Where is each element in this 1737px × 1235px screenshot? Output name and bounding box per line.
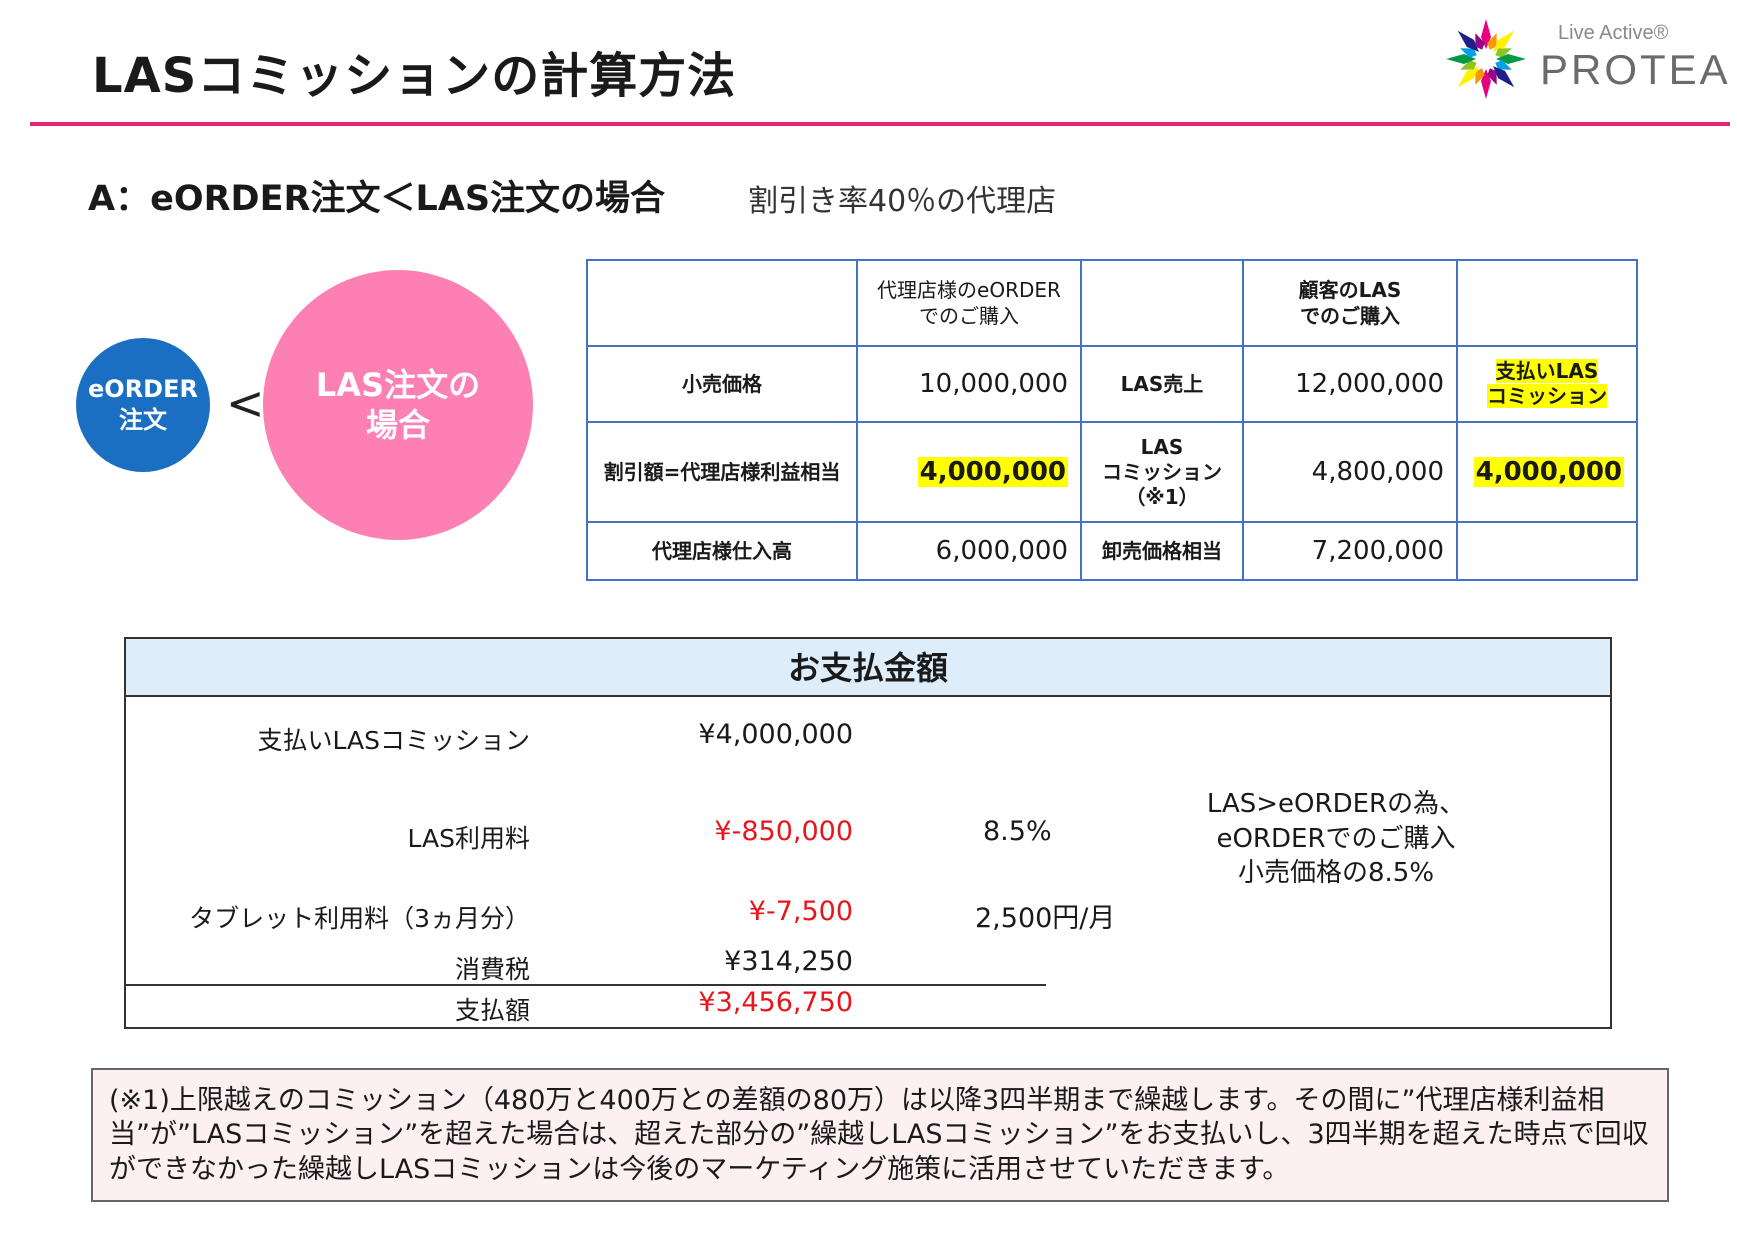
payment-rate: 2,500円/月	[975, 903, 1116, 934]
eorder-value: 6,000,000	[856, 521, 1082, 581]
table-row: 割引額=代理店様利益相当 4,000,000 LAS コミッション （※1） 4…	[586, 421, 1638, 523]
logo-wordmark: PROTEA	[1540, 46, 1731, 93]
page-title: LASコミッションの計算方法	[92, 48, 737, 104]
logo-petal	[1475, 33, 1485, 50]
las-value: 12,000,000	[1242, 345, 1458, 423]
payment-label: タブレット利用料（3ヵ月分）	[189, 904, 530, 933]
payment-label: 支払いLASコミッション	[257, 726, 530, 755]
paid-commission-label: 支払いLAS コミッション	[1487, 359, 1607, 408]
paid-commission-value: 4,000,000	[1473, 457, 1624, 487]
payment-label: 消費税	[454, 955, 530, 984]
empty-cell	[1456, 521, 1638, 581]
payment-summary-box: お支払金額 支払いLASコミッション ¥4,000,000 LAS利用料 ¥-8…	[124, 637, 1612, 1029]
paid-commission-cell: 4,000,000	[1456, 421, 1638, 523]
row-label: 割引額=代理店様利益相当	[586, 421, 858, 523]
logo-petal	[1487, 68, 1497, 85]
eorder-value-cell: 4,000,000	[856, 421, 1082, 523]
payment-value: ¥4,000,000	[698, 719, 853, 750]
payment-value: ¥314,250	[724, 946, 853, 977]
header-eorder: 代理店様のeORDER でのご購入	[856, 259, 1082, 347]
eorder-value: 10,000,000	[856, 345, 1082, 423]
logo-petal	[1475, 68, 1485, 85]
las-value: 4,800,000	[1242, 421, 1458, 523]
logo-petal	[1495, 60, 1512, 70]
las-label: LAS コミッション （※1）	[1080, 421, 1244, 523]
las-fee-note: LAS>eORDERの為、 eORDERでのご購入 小売価格の8.5%	[1206, 789, 1466, 889]
payment-title: お支払金額	[126, 639, 1610, 697]
logo-petal	[1481, 19, 1491, 49]
logo-petal	[1457, 30, 1479, 52]
las-label: 卸売価格相当	[1080, 521, 1244, 581]
logo-petal	[1493, 30, 1515, 52]
logo-petal	[1495, 48, 1512, 58]
eorder-value: 4,000,000	[917, 457, 1068, 487]
las-label: LAS売上	[1080, 345, 1244, 423]
header-cell	[586, 259, 858, 347]
table-row: 小売価格 10,000,000 LAS売上 12,000,000 支払いLAS …	[586, 345, 1638, 423]
payment-value: ¥-7,500	[748, 896, 853, 927]
protea-logo: Live Active® PROTEA	[1440, 14, 1728, 104]
logo-petal	[1446, 54, 1476, 64]
logo-petal	[1493, 66, 1515, 88]
payment-value: ¥-850,000	[714, 816, 853, 847]
payment-label: 支払額	[454, 996, 530, 1025]
logo-petal	[1481, 69, 1491, 99]
eorder-circle: eORDER 注文	[76, 338, 210, 472]
section-heading: A：eORDER注文＜LAS注文の場合	[88, 179, 666, 219]
las-order-circle: LAS注文の 場合	[263, 270, 533, 540]
logo-petal	[1496, 54, 1526, 64]
table-row: 代理店様仕入高 6,000,000 卸売価格相当 7,200,000	[586, 521, 1638, 581]
section-note: 割引き率40％の代理店	[748, 184, 1057, 219]
subtotal-divider	[126, 984, 1046, 986]
title-underline	[30, 122, 1730, 126]
las-value: 7,200,000	[1242, 521, 1458, 581]
header-cell	[1456, 259, 1638, 347]
payment-total-value: ¥3,456,750	[698, 987, 853, 1018]
commission-table: 代理店様のeORDER でのご購入 顧客のLAS でのご購入 小売価格 10,0…	[586, 259, 1638, 581]
row-label: 小売価格	[586, 345, 858, 423]
logo-petal	[1457, 66, 1479, 88]
logo-petal	[1487, 33, 1497, 50]
payment-label: LAS利用料	[407, 824, 530, 853]
header-las: 顧客のLAS でのご購入	[1242, 259, 1458, 347]
footnote: (※1)上限越えのコミッション（480万と400万との差額の80万）は以降3四半…	[91, 1068, 1669, 1202]
logo-petal	[1460, 48, 1477, 58]
payment-rate: 8.5%	[983, 816, 1052, 847]
logo-tagline: Live Active®	[1558, 22, 1669, 44]
less-than-sign: <	[226, 376, 265, 430]
protea-flower-icon	[1446, 19, 1526, 99]
header-cell	[1080, 259, 1244, 347]
paid-commission-label-cell: 支払いLAS コミッション	[1456, 345, 1638, 423]
logo-petal	[1460, 60, 1477, 70]
row-label: 代理店様仕入高	[586, 521, 858, 581]
table-header-row: 代理店様のeORDER でのご購入 顧客のLAS でのご購入	[586, 259, 1638, 347]
